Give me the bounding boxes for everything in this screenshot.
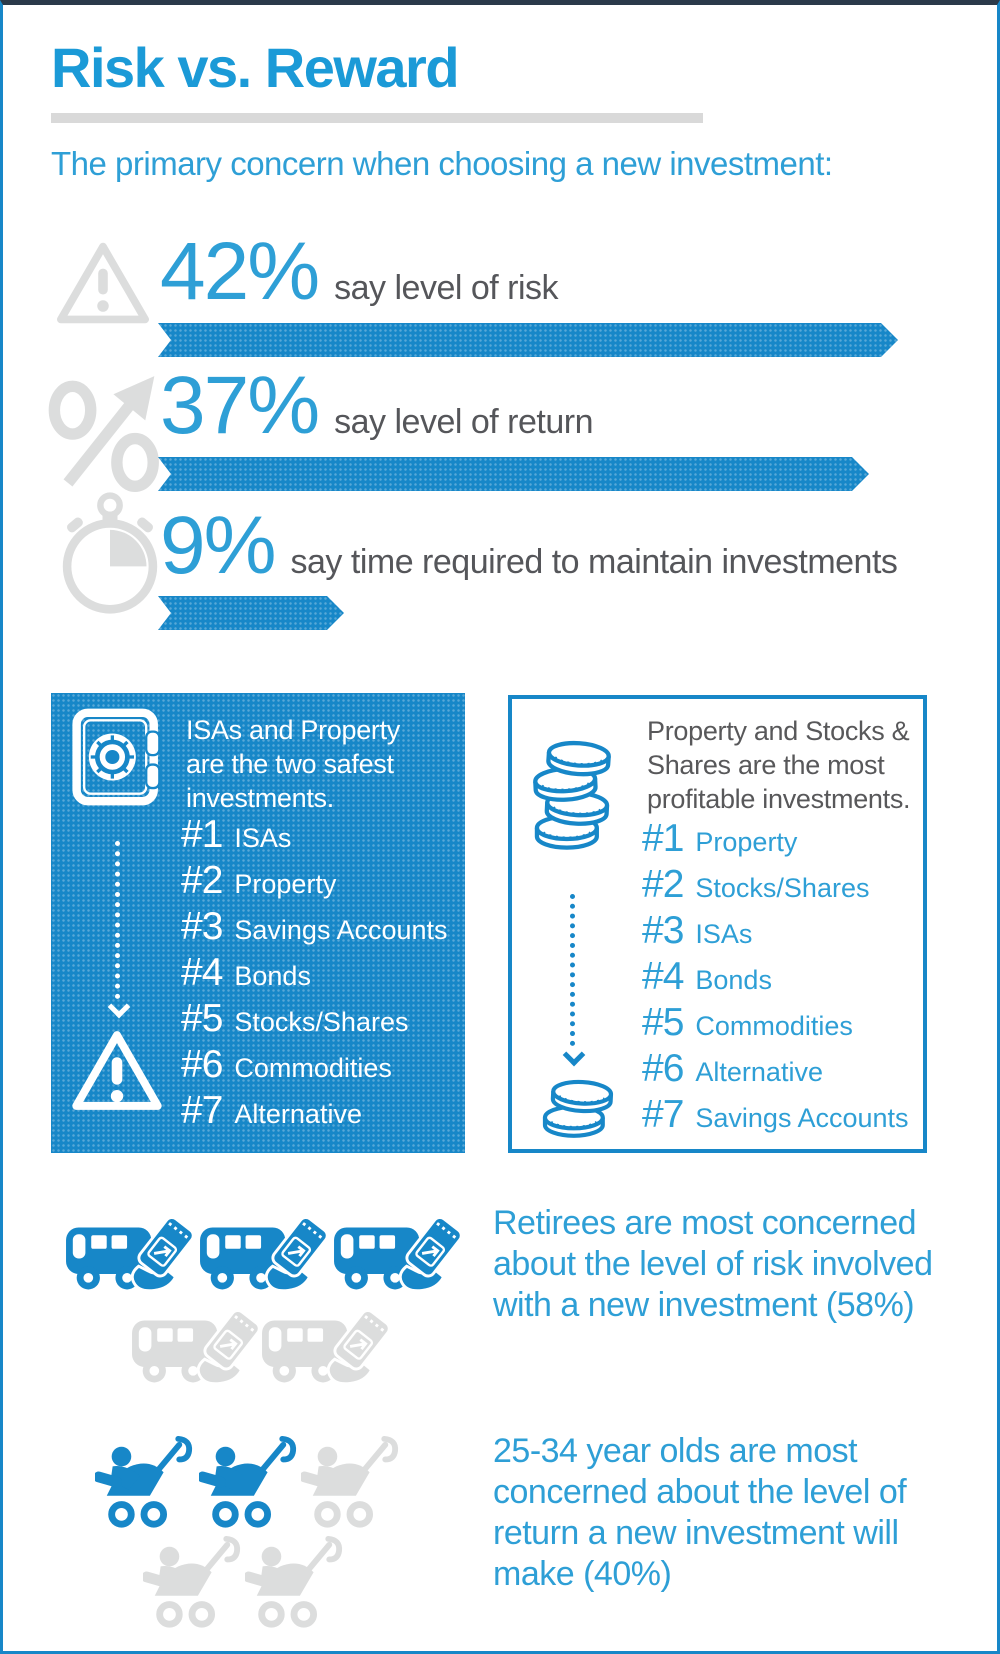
rank-label: ISAs (234, 823, 292, 853)
rank-label: Bonds (695, 965, 772, 995)
stroller-icon (95, 1433, 193, 1531)
fact-text: 25-34 year olds are most concerned about… (493, 1432, 907, 1593)
rank-number: #7 (181, 1089, 223, 1132)
rank-row: #6 Alternative (642, 1047, 909, 1093)
page-title: Risk vs. Reward (51, 36, 460, 99)
stroller-icon (245, 1533, 343, 1631)
rank-row: #2 Property (181, 859, 448, 905)
dotted-line (115, 841, 120, 999)
rank-row: #7 Savings Accounts (642, 1093, 909, 1139)
bus-ticket-icon (65, 1210, 193, 1303)
rank-number: #5 (181, 997, 223, 1040)
rank-number: #5 (642, 1001, 684, 1044)
rank-number: #2 (642, 863, 684, 906)
percent-arrow-icon (43, 367, 168, 492)
rank-row: #5 Commodities (642, 1001, 909, 1047)
stat-label: say level of return (334, 403, 593, 441)
stat-bar (158, 596, 344, 630)
rank-number: #4 (642, 955, 684, 998)
stat-label: say level of risk (334, 269, 559, 307)
stat-row: 42% say level of risk (160, 226, 559, 317)
stat-row: 37% say level of return (160, 365, 593, 447)
rank-number: #1 (181, 813, 223, 856)
stat-value: 37% (160, 360, 320, 451)
rank-row: #3 ISAs (642, 909, 909, 955)
dotted-line (570, 894, 575, 1046)
safest-rank-list: #1 ISAs #2 Property #3 Savings Accounts #4 B… (181, 813, 448, 1135)
rank-row: #5 Stocks/Shares (181, 997, 448, 1043)
rank-label: Commodities (695, 1011, 853, 1041)
stat-bar (158, 323, 898, 357)
stroller-icon (301, 1433, 399, 1531)
rank-label: Savings Accounts (234, 915, 448, 945)
rank-row: #7 Alternative (181, 1089, 448, 1135)
rank-number: #6 (642, 1047, 684, 1090)
stroller-icon (143, 1533, 241, 1631)
rank-row: #4 Bonds (642, 955, 909, 1001)
rank-row: #2 Stocks/Shares (642, 863, 909, 909)
rank-number: #6 (181, 1043, 223, 1086)
page-subtitle: The primary concern when choosing a new … (51, 145, 833, 182)
rank-row: #1 ISAs (181, 813, 448, 859)
arrow-down-icon (562, 1043, 586, 1067)
fact-text: Retirees are most concerned about the le… (493, 1204, 933, 1324)
warning-triangle-icon (71, 1028, 163, 1113)
coin-stack-icon (530, 721, 626, 851)
stat-value: 9% (160, 500, 277, 591)
arrow-down-icon (107, 995, 131, 1019)
stroller-icon (199, 1433, 297, 1531)
coin-stack-small-icon (540, 1077, 616, 1140)
rank-label: Stocks/Shares (695, 873, 870, 903)
safest-investments-box: ISAs and Property are the two safest inv… (51, 693, 465, 1153)
rank-number: #4 (181, 951, 223, 994)
rank-row: #4 Bonds (181, 951, 448, 997)
rank-number: #7 (642, 1093, 684, 1136)
rank-label: Property (695, 827, 798, 857)
stat-bar (158, 457, 869, 491)
rank-label: Commodities (234, 1053, 392, 1083)
rank-label: Savings Accounts (695, 1103, 909, 1133)
stat-value: 42% (160, 226, 320, 317)
bus-ticket-icon (261, 1303, 389, 1396)
warning-triangle-icon (53, 237, 153, 329)
rank-label: Alternative (695, 1057, 823, 1087)
rank-row: #6 Commodities (181, 1043, 448, 1089)
bus-ticket-icon (199, 1210, 327, 1303)
rank-number: #2 (181, 859, 223, 902)
rank-number: #3 (642, 909, 684, 952)
rank-number: #1 (642, 817, 684, 860)
safest-box-heading: ISAs and Property are the two safest inv… (186, 715, 401, 813)
rank-label: Bonds (234, 961, 311, 991)
rank-label: ISAs (695, 919, 753, 949)
stat-label: say time required to maintain investment… (290, 543, 898, 581)
bus-ticket-icon (131, 1303, 259, 1396)
profitable-rank-list: #1 Property #2 Stocks/Shares #3 ISAs #4 Bond… (642, 817, 909, 1139)
stat-row: 9% say time required to maintain investm… (160, 500, 898, 591)
rank-label: Alternative (234, 1099, 362, 1129)
profitable-investments-box: Property and Stocks & Shares are the mos… (508, 695, 927, 1153)
bus-ticket-icon (333, 1210, 461, 1303)
rank-row: #3 Savings Accounts (181, 905, 448, 951)
rank-number: #3 (181, 905, 223, 948)
safe-icon (71, 708, 165, 806)
rank-label: Stocks/Shares (234, 1007, 409, 1037)
profitable-box-heading: Property and Stocks & Shares are the mos… (647, 716, 911, 814)
rank-row: #1 Property (642, 817, 909, 863)
title-divider (51, 113, 703, 123)
rank-label: Property (234, 869, 337, 899)
stopwatch-icon (51, 489, 169, 618)
